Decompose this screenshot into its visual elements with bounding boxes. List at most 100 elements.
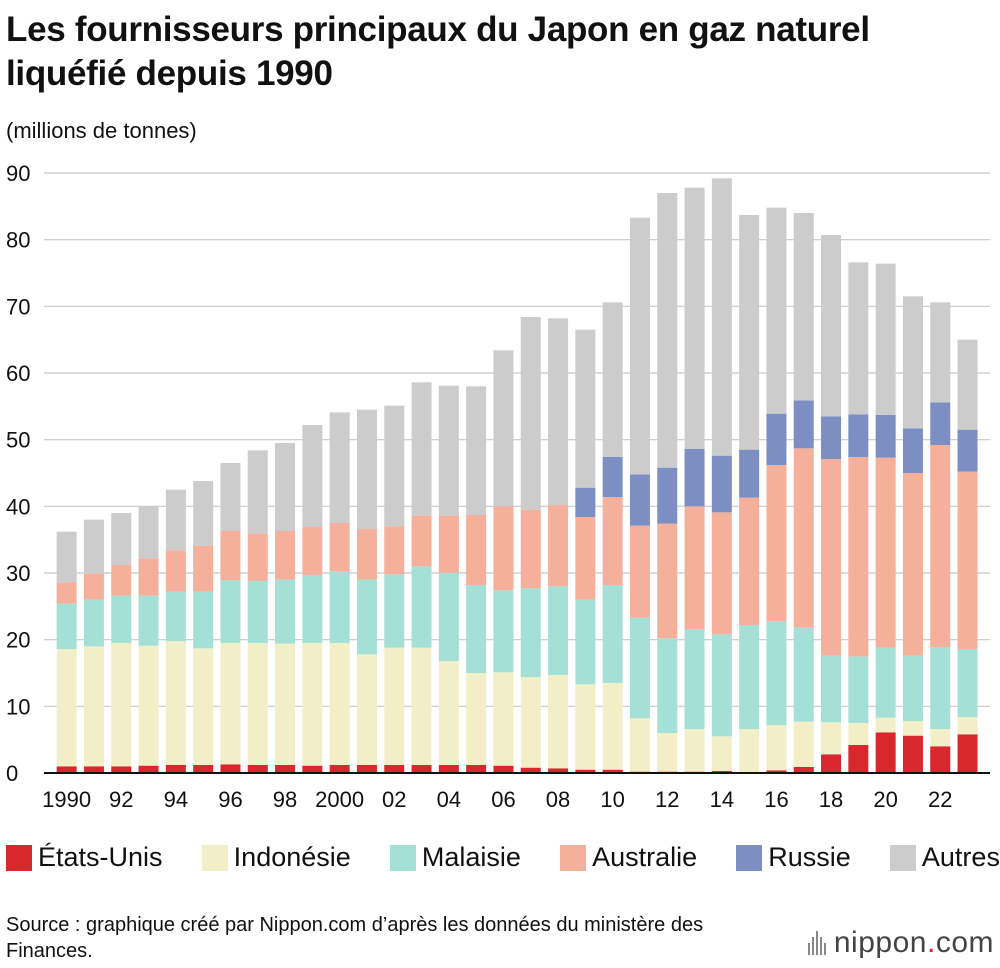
bar-2021 bbox=[902, 296, 923, 773]
bar-segment-2017-autres bbox=[793, 213, 814, 401]
bar-segment-2009-etats-unis bbox=[575, 769, 596, 773]
bar-segment-1993-autres bbox=[138, 506, 159, 559]
legend-item-indonesie: Indonésie bbox=[201, 842, 351, 873]
bar-segment-2000-australie bbox=[329, 523, 350, 571]
bar-segment-2013-autres bbox=[684, 187, 705, 449]
bar-segment-1998-autres bbox=[275, 443, 296, 531]
bar-segment-2008-autres bbox=[548, 318, 569, 505]
bar-segment-2023-australie bbox=[957, 471, 978, 649]
bar-segment-1999-etats-unis bbox=[302, 765, 323, 773]
bar-segment-1991-indonesie bbox=[83, 646, 104, 767]
bar-segment-2001-autres bbox=[356, 409, 377, 529]
bar-segment-2010-etats-unis bbox=[602, 769, 623, 773]
bar-segment-2011-russie bbox=[629, 474, 650, 526]
bar-segment-2013-malaisie bbox=[684, 629, 705, 729]
bar-segment-2010-russie bbox=[602, 457, 623, 497]
bar-segment-1991-malaisie bbox=[83, 599, 104, 647]
bar-segment-2009-russie bbox=[575, 487, 596, 517]
bar-segment-1993-indonesie bbox=[138, 645, 159, 766]
bar-segment-2012-malaisie bbox=[657, 638, 678, 733]
bar-segment-2009-autres bbox=[575, 329, 596, 488]
bar-segment-2011-indonesie bbox=[629, 718, 650, 772]
bar-segment-2013-indonesie bbox=[684, 729, 705, 772]
legend-item-australie: Australie bbox=[560, 842, 697, 873]
bar-segment-1996-autres bbox=[220, 463, 241, 531]
bar-2008 bbox=[548, 318, 569, 773]
stacked-bar-chart: 0 10 20 30 40 50 60 70 80 90 1990 92 94 96 98 2000 02 04… bbox=[6, 161, 990, 812]
bar-2023 bbox=[957, 339, 978, 773]
y-tick-label-70: 70 bbox=[6, 294, 30, 319]
bar-segment-2005-indonesie bbox=[466, 673, 487, 765]
bar-segment-2010-malaisie bbox=[602, 585, 623, 683]
bar-segment-2013-russie bbox=[684, 449, 705, 507]
bar-segment-2018-russie bbox=[821, 416, 842, 459]
bar-segment-1992-etats-unis bbox=[111, 766, 132, 773]
legend-item-russie: Russie bbox=[736, 842, 851, 873]
bar-2005 bbox=[466, 386, 487, 773]
bar-segment-2007-autres bbox=[520, 317, 541, 510]
bar-segment-1994-malaisie bbox=[165, 591, 186, 641]
bar-segment-1993-etats-unis bbox=[138, 765, 159, 773]
x-tick-label-2004: 04 bbox=[437, 787, 461, 812]
bar-segment-2020-etats-unis bbox=[875, 732, 896, 773]
x-tick-label-1996: 96 bbox=[218, 787, 242, 812]
bar-segment-2014-autres bbox=[711, 178, 732, 456]
x-tick-label-2020: 20 bbox=[873, 787, 897, 812]
brand-suffix: com bbox=[935, 926, 994, 959]
bar-segment-1992-malaisie bbox=[111, 595, 132, 643]
bar-1990 bbox=[56, 531, 77, 773]
legend-label-australie: Australie bbox=[592, 842, 698, 872]
y-tick-label-20: 20 bbox=[6, 628, 30, 653]
bar-segment-2016-australie bbox=[766, 465, 787, 621]
bar-2022 bbox=[930, 302, 951, 773]
bar-segment-2019-etats-unis bbox=[848, 745, 869, 773]
bar-segment-2003-indonesie bbox=[411, 647, 432, 765]
bar-segment-2012-russie bbox=[657, 467, 678, 524]
bars bbox=[44, 178, 990, 774]
bar-segment-2010-australie bbox=[602, 497, 623, 585]
bar-segment-1994-indonesie bbox=[165, 641, 186, 765]
bar-segment-2016-malaisie bbox=[766, 621, 787, 725]
bar-2011 bbox=[629, 217, 650, 773]
bar-segment-1999-malaisie bbox=[302, 575, 323, 643]
bar-segment-2011-australie bbox=[629, 525, 650, 618]
bar-segment-2002-autres bbox=[384, 405, 405, 527]
bar-segment-2002-malaisie bbox=[384, 574, 405, 648]
bar-segment-1991-etats-unis bbox=[83, 766, 104, 773]
bar-segment-2011-autres bbox=[629, 217, 650, 475]
bar-segment-2014-australie bbox=[711, 512, 732, 635]
bar-segment-2002-etats-unis bbox=[384, 765, 405, 773]
bar-segment-2021-autres bbox=[902, 296, 923, 429]
bar-segment-1992-australie bbox=[111, 565, 132, 596]
bar-segment-2010-indonesie bbox=[602, 683, 623, 770]
bar-segment-1995-australie bbox=[193, 545, 214, 592]
bar-segment-2021-indonesie bbox=[902, 721, 923, 736]
y-axis-ticks: 0 10 20 30 40 50 60 70 80 90 bbox=[6, 161, 30, 786]
bar-segment-2015-indonesie bbox=[739, 729, 760, 773]
y-axis-unit-label: (millions de tonnes) bbox=[6, 118, 197, 143]
x-tick-label-1990: 1990 bbox=[42, 787, 91, 812]
bar-segment-2014-russie bbox=[711, 455, 732, 513]
legend-swatch-malaisie bbox=[389, 844, 416, 871]
legend-label-autres: Autres bbox=[921, 842, 1000, 872]
bar-segment-2014-indonesie bbox=[711, 736, 732, 771]
bar-segment-2015-autres bbox=[739, 215, 760, 450]
nippon-com-logo: nippon. com bbox=[807, 926, 994, 960]
bar-segment-2000-indonesie bbox=[329, 643, 350, 765]
bar-segment-2017-russie bbox=[793, 400, 814, 449]
bar-segment-1994-autres bbox=[165, 489, 186, 551]
bar-segment-2020-russie bbox=[875, 415, 896, 458]
bar-1994 bbox=[165, 489, 186, 773]
bar-segment-1997-etats-unis bbox=[247, 765, 268, 773]
bar-segment-1995-etats-unis bbox=[193, 765, 214, 773]
bar-segment-2021-australie bbox=[902, 473, 923, 656]
bar-2020 bbox=[875, 263, 896, 773]
bar-segment-2005-autres bbox=[466, 386, 487, 515]
y-tick-label-90: 90 bbox=[6, 161, 30, 186]
bar-segment-2008-indonesie bbox=[548, 675, 569, 769]
bar-segment-2006-indonesie bbox=[493, 672, 514, 766]
bar-2015 bbox=[739, 215, 760, 773]
bar-1993 bbox=[138, 506, 159, 773]
bar-segment-2000-malaisie bbox=[329, 571, 350, 643]
bar-segment-2012-indonesie bbox=[657, 733, 678, 772]
